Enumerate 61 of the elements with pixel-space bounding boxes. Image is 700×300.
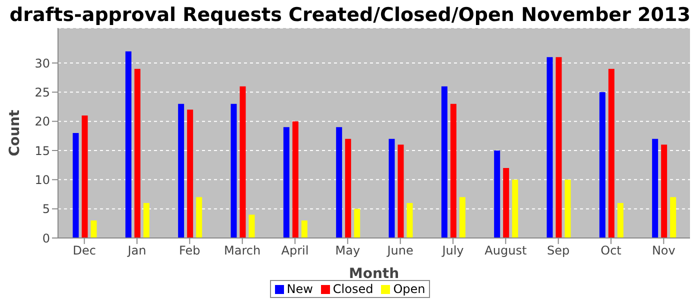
x-tick-label: Nov bbox=[652, 244, 676, 258]
x-tick-label: May bbox=[335, 244, 360, 258]
x-tick-label: Jan bbox=[126, 244, 146, 258]
y-tick-label: 10 bbox=[34, 172, 50, 187]
bar bbox=[292, 121, 298, 238]
y-tick-label: 0 bbox=[42, 231, 50, 246]
bar bbox=[503, 168, 510, 238]
x-axis-title: Month bbox=[348, 266, 400, 282]
legend-label: Open bbox=[392, 282, 426, 296]
bar bbox=[82, 116, 88, 238]
x-tick-label: June bbox=[386, 244, 414, 258]
bar bbox=[196, 197, 202, 238]
bar bbox=[143, 203, 150, 238]
x-tick-label: March bbox=[224, 244, 261, 258]
bar bbox=[459, 197, 466, 238]
bar bbox=[652, 138, 658, 238]
bar bbox=[240, 86, 246, 238]
bar bbox=[134, 68, 140, 238]
bar bbox=[398, 144, 404, 238]
bar bbox=[617, 203, 624, 238]
y-axis-title: Count bbox=[6, 109, 23, 156]
bar bbox=[345, 138, 352, 238]
bar bbox=[406, 203, 413, 238]
bar bbox=[125, 51, 132, 238]
x-tick-label: July bbox=[441, 244, 464, 258]
bar bbox=[661, 144, 668, 238]
x-tick-label: Sep bbox=[547, 244, 570, 258]
bar bbox=[564, 180, 571, 238]
bar bbox=[354, 208, 360, 238]
bar bbox=[608, 68, 614, 238]
bar bbox=[512, 180, 518, 238]
bar bbox=[301, 220, 308, 238]
bar bbox=[248, 214, 255, 238]
x-tick-label: Dec bbox=[72, 244, 96, 258]
y-tick-label: 25 bbox=[34, 85, 50, 100]
bar bbox=[441, 86, 448, 238]
bar bbox=[230, 104, 237, 238]
bar bbox=[90, 220, 97, 238]
x-tick-label: Oct bbox=[600, 244, 622, 258]
x-tick-label: April bbox=[281, 244, 309, 258]
legend-label: New bbox=[286, 282, 313, 296]
y-tick-label: 5 bbox=[42, 202, 50, 216]
legend-label: Closed bbox=[332, 282, 374, 296]
bar bbox=[336, 127, 342, 238]
bar bbox=[450, 104, 456, 238]
bar bbox=[599, 92, 606, 238]
chart-title: drafts-approval Requests Created/Closed/Open November 2013 bbox=[8, 3, 692, 28]
x-tick-label: August bbox=[484, 244, 527, 258]
bar bbox=[494, 150, 500, 238]
bar bbox=[670, 197, 676, 238]
bar bbox=[178, 104, 184, 238]
bar bbox=[72, 133, 79, 238]
bar bbox=[388, 138, 395, 238]
y-tick-label: 15 bbox=[34, 144, 50, 158]
y-tick-label: 30 bbox=[34, 56, 50, 70]
bar bbox=[546, 57, 553, 238]
bar bbox=[556, 57, 562, 238]
bar bbox=[283, 127, 290, 238]
x-tick-label: Feb bbox=[179, 244, 200, 258]
y-tick-label: 20 bbox=[34, 114, 50, 129]
bar bbox=[187, 110, 194, 238]
